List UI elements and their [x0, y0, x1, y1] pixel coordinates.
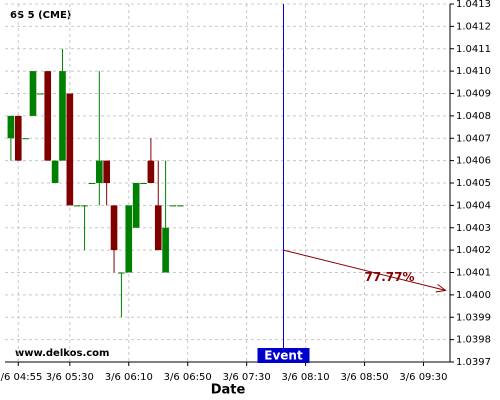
x-tick-label: 3/6 06:10 — [105, 372, 153, 383]
candle-body — [140, 183, 147, 184]
candle-body — [51, 160, 59, 183]
candle-body — [29, 71, 37, 116]
candle-body — [118, 272, 125, 274]
candle-body — [88, 183, 96, 184]
x-tick-label: 3/6 05:30 — [46, 372, 94, 383]
candle-body — [125, 205, 133, 273]
candle-body — [147, 160, 155, 183]
y-tick-label: 1.0403 — [456, 223, 491, 234]
event-label-box — [257, 348, 310, 363]
y-tick-label: 1.0411 — [456, 44, 491, 55]
chart-title: 6S 5 (CME) — [10, 10, 71, 21]
watermark: www.delkos.com — [15, 348, 109, 359]
x-tick-label: 3/6 07:30 — [223, 372, 271, 383]
x-tick-label: 3/6 09:30 — [399, 372, 447, 383]
candle-body — [14, 115, 22, 161]
forecast-arrow — [283, 249, 446, 291]
y-tick-label: 1.0406 — [456, 156, 491, 167]
x-tick-label: 3/6 06:50 — [164, 372, 212, 383]
candle-body — [169, 205, 177, 207]
y-tick-label: 1.0408 — [456, 111, 491, 122]
y-tick-label: 1.0401 — [456, 268, 491, 279]
candle-body — [162, 227, 169, 273]
x-tick-label: 3/6 08:50 — [340, 372, 388, 383]
y-tick-label: 1.0407 — [456, 133, 491, 144]
arrow-head — [435, 283, 447, 293]
candle-body — [66, 93, 74, 206]
y-tick-label: 1.0409 — [456, 89, 491, 100]
y-tick-label: 1.0404 — [456, 200, 491, 211]
forecast-label: 77.77% — [365, 270, 415, 284]
y-tick-label: 1.0397 — [456, 357, 491, 368]
candle-body — [110, 205, 118, 251]
y-tick-label: 1.0399 — [456, 312, 491, 323]
candle-body — [59, 71, 66, 161]
candle-body — [103, 160, 110, 183]
candle-body — [177, 205, 184, 207]
candle-body — [37, 93, 44, 95]
candle-body — [22, 138, 29, 140]
y-tick-label: 1.0398 — [456, 335, 491, 346]
candle-body — [7, 115, 15, 139]
event-label: Event — [264, 349, 303, 363]
candle-body — [95, 160, 103, 183]
x-axis-label: Date — [211, 383, 246, 398]
candle-body — [73, 205, 81, 207]
candle-body — [132, 183, 140, 228]
x-tick-label: 3/6 08:10 — [282, 372, 330, 383]
candle-body — [154, 205, 162, 251]
candle-body — [81, 205, 88, 207]
x-tick-label: 3/6 04:55 — [0, 372, 42, 383]
candle-body — [44, 71, 52, 161]
y-tick-label: 1.0402 — [456, 245, 491, 256]
y-tick-label: 1.0405 — [456, 178, 491, 189]
y-tick-label: 1.0400 — [456, 290, 491, 301]
y-tick-label: 1.0410 — [456, 66, 491, 77]
y-tick-label: 1.0412 — [456, 21, 491, 32]
y-tick-label: 1.0413 — [456, 0, 491, 10]
